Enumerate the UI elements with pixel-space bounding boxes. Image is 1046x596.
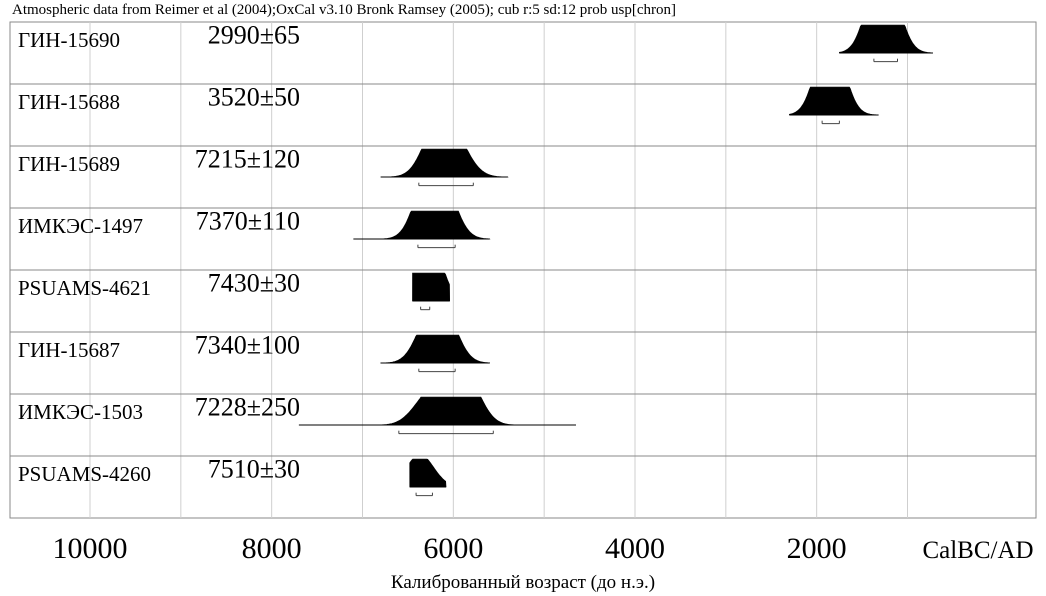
probability-distribution: [412, 272, 451, 302]
sample-label: PSUAMS-4260: [18, 462, 151, 486]
sample-label: ГИН-15688: [18, 90, 120, 114]
sample-date: 2990±65: [208, 21, 300, 50]
sample-date: 7370±110: [196, 207, 300, 236]
x-tick-label: 2000: [787, 532, 847, 565]
probability-distribution: [380, 148, 509, 178]
probability-distribution: [789, 86, 879, 116]
sample-date: 7215±120: [195, 145, 300, 174]
sample-label: ГИН-15687: [18, 338, 120, 362]
sample-date: 7228±250: [195, 393, 300, 422]
sample-date: 7510±30: [208, 455, 300, 484]
calibration-plot: 10000 8000 6000 4000 2000 CalBC/AD ГИН-15690 29…: [9, 21, 1037, 565]
chart-title: Atmospheric data from Reimer et al (2004…: [12, 2, 677, 18]
x-unit-label: CalBC/AD: [922, 537, 1033, 564]
sample-label: PSUAMS-4621: [18, 276, 151, 300]
probability-distribution: [380, 334, 491, 364]
probability-distribution: [298, 396, 576, 426]
x-axis-label: Калиброванный возраст (до н.э.): [390, 572, 656, 593]
sample-date: 3520±50: [208, 83, 300, 112]
x-tick-label: 8000: [242, 532, 302, 565]
probability-distribution: [839, 24, 934, 54]
sample-label: ГИН-15689: [18, 152, 120, 176]
probability-distribution: [409, 458, 447, 488]
x-tick-label: 10000: [53, 532, 128, 565]
probability-distribution: [353, 210, 491, 240]
x-tick-label: 6000: [423, 532, 483, 565]
sample-label: ИМКЭС-1503: [18, 400, 143, 424]
x-tick-label: 4000: [605, 532, 665, 565]
sample-date: 7340±100: [195, 331, 300, 360]
sample-label: ИМКЭС-1497: [18, 214, 143, 238]
sample-date: 7430±30: [208, 269, 300, 298]
sample-label: ГИН-15690: [18, 28, 120, 52]
